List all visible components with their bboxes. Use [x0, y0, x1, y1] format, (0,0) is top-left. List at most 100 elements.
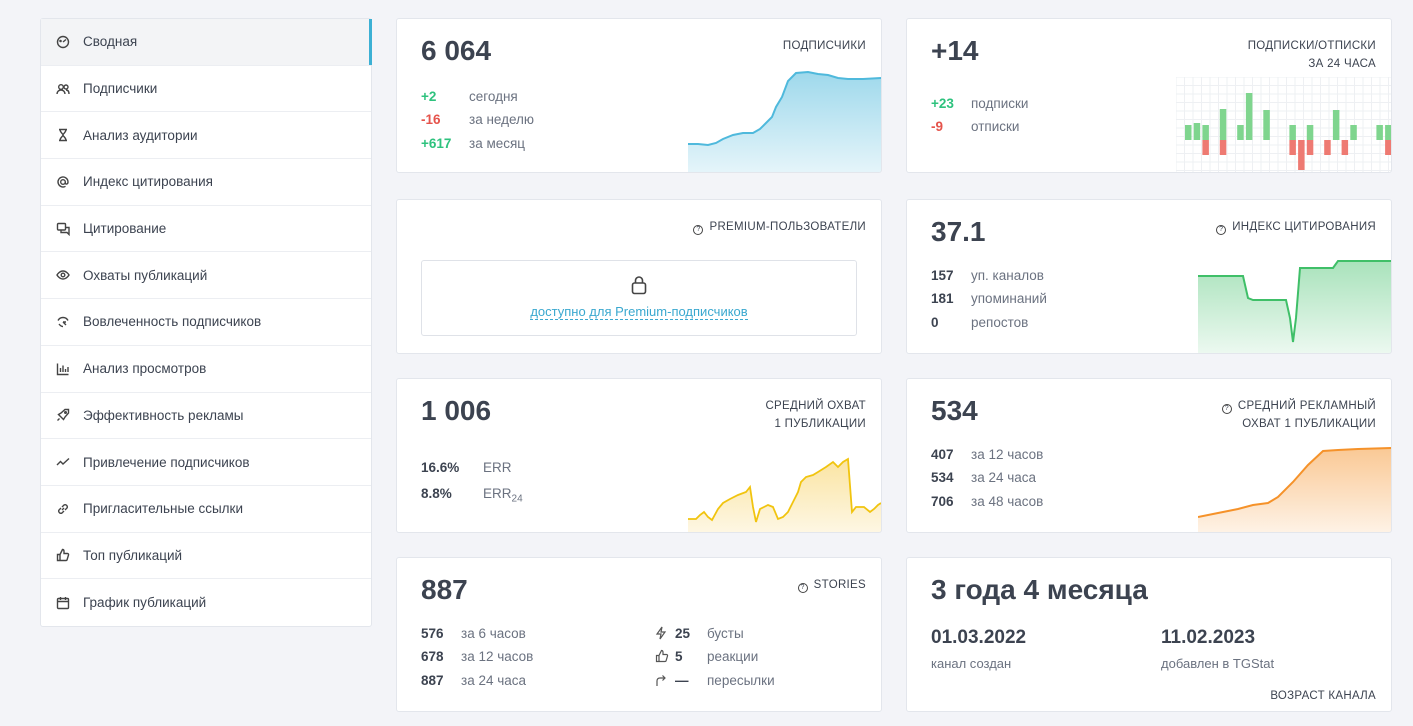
caption-line-2: ЗА 24 ЧАСА	[1308, 58, 1376, 70]
sidebar-item-label: Охваты публикаций	[83, 267, 208, 283]
sidebar-item-label: График публикаций	[83, 595, 207, 611]
subscribe-bar	[1202, 125, 1209, 140]
sidebar-item-invite-links[interactable]: Пригласительные ссылки	[41, 486, 371, 533]
ad-reach-card[interactable]: 534 ? СРЕДНИЙ РЕКЛАМНЫЙ ОХВАТ 1 ПУБЛИКАЦИИ…	[906, 378, 1392, 533]
caption-line-1: ПОДПИСКИ/ОТПИСКИ	[1247, 40, 1376, 52]
subscribers-card[interactable]: 6 064 ПОДПИСЧИКИ +2 сегодня -16 за неделю …	[396, 18, 882, 173]
help-icon: ?	[1221, 404, 1232, 414]
eye-icon	[56, 268, 70, 282]
created-label: канал создан	[931, 656, 1012, 671]
sidebar-item-ads[interactable]: Эффективность рекламы	[41, 393, 371, 440]
net-subs-value: +14	[931, 35, 979, 66]
stories-12h-label: за 12 часов	[461, 649, 534, 664]
unsubscribe-bar	[1202, 140, 1209, 155]
subscribe-bar	[1237, 125, 1244, 140]
citation-caption: ? ИНДЕКС ЦИТИРОВАНИЯ	[1216, 218, 1376, 236]
sidebar: Сводная Подписчики Анализ аудитории Инде…	[40, 18, 372, 627]
reactions-label: реакции	[707, 649, 759, 664]
unsubscribe-bar	[1219, 140, 1227, 155]
err24-label: ERR24	[483, 486, 523, 505]
thumbs-up-icon	[655, 649, 675, 666]
premium-caption-text: PREMIUM-ПОЛЬЗОВАТЕЛИ	[709, 221, 866, 233]
created-date: 01.03.2022	[931, 627, 1027, 648]
today-delta: +2	[421, 89, 437, 104]
unsubscribe-bar	[1324, 140, 1331, 155]
sidebar-item-top-posts[interactable]: Топ публикаций	[41, 533, 371, 580]
boosts-label: бусты	[707, 626, 744, 641]
subs-count: +23	[931, 96, 954, 111]
premium-link[interactable]: доступно для Premium-подписчиков	[530, 304, 748, 320]
subscribe-bar	[1193, 123, 1201, 140]
boosts-count: 25	[675, 626, 691, 641]
subs-unsubs-card[interactable]: +14 ПОДПИСКИ/ОТПИСКИ ЗА 24 ЧАСА +23 подпис…	[906, 18, 1392, 173]
subscribe-bar	[1306, 125, 1314, 140]
users-icon	[56, 82, 70, 96]
caption-line-2: 1 ПУБЛИКАЦИИ	[774, 418, 866, 430]
mentions-label: упоминаний	[971, 291, 1047, 306]
subscribe-bar	[1332, 110, 1340, 140]
subscribe-bar	[1350, 125, 1357, 140]
reposts-label: репостов	[971, 315, 1029, 330]
reach-caption: СРЕДНИЙ ОХВАТ 1 ПУБЛИКАЦИИ	[765, 397, 866, 433]
unsubscribe-bar	[1341, 140, 1349, 155]
channel-age-caption: ВОЗРАСТ КАНАЛА	[1270, 690, 1376, 702]
sidebar-item-citation[interactable]: Цитирование	[41, 206, 371, 253]
today-label: сегодня	[469, 89, 518, 104]
month-label: за месяц	[469, 136, 526, 151]
added-label: добавлен в TGStat	[1161, 656, 1275, 671]
subscribers-caption: ПОДПИСЧИКИ	[782, 40, 866, 52]
subs-label: подписки	[971, 96, 1029, 111]
thumbs-up-icon	[56, 548, 70, 562]
subscribers-count: 6 064	[421, 35, 492, 66]
sidebar-item-engagement[interactable]: Вовлеченность подписчиков	[41, 299, 371, 346]
stories-value: 887	[421, 574, 468, 605]
err24-value: 8.8%	[421, 486, 452, 501]
unsubscribe-bar	[1289, 140, 1296, 155]
sidebar-item-views[interactable]: Анализ просмотров	[41, 346, 371, 393]
reach-48h-value: 706	[931, 494, 954, 509]
mention-channels-count: 157	[931, 268, 954, 283]
sidebar-item-label: Сводная	[83, 34, 138, 50]
sidebar-item-label: Эффективность рекламы	[83, 407, 244, 423]
sidebar-item-summary[interactable]: Сводная	[41, 19, 372, 66]
subscribe-bar	[1185, 125, 1192, 140]
help-icon: ?	[693, 225, 704, 235]
sidebar-item-citation-index[interactable]: Индекс цитирования	[41, 159, 371, 206]
citation-card[interactable]: 37.1 ? ИНДЕКС ЦИТИРОВАНИЯ 157 уп. каналов …	[906, 199, 1392, 354]
subscribe-bar	[1289, 125, 1296, 140]
sidebar-item-label: Пригласительные ссылки	[83, 501, 244, 517]
forward-icon	[655, 673, 675, 690]
subscribe-bar	[1219, 109, 1227, 140]
premium-card[interactable]: ? PREMIUM-ПОЛЬЗОВАТЕЛИ доступно для Premi…	[396, 199, 882, 354]
reach-12h-label: за 12 часов	[971, 447, 1044, 462]
sidebar-item-audience[interactable]: Анализ аудитории	[41, 112, 371, 160]
link-icon	[56, 502, 70, 516]
mentions-count: 181	[931, 291, 954, 306]
added-date: 11.02.2023	[1161, 627, 1256, 648]
caption-line-2: ОХВАТ 1 ПУБЛИКАЦИИ	[1242, 418, 1376, 430]
lock-icon	[422, 275, 856, 300]
sidebar-item-label: Привлечение подписчиков	[83, 454, 250, 470]
sidebar-item-schedule[interactable]: График публикаций	[41, 579, 371, 626]
stories-12h-value: 678	[421, 649, 444, 664]
unsubs-label: отписки	[971, 119, 1020, 134]
sidebar-item-subscribers[interactable]: Подписчики	[41, 66, 371, 113]
ad-reach-sparkline	[1198, 447, 1391, 532]
stories-card[interactable]: 887 ? STORIES 576 за 6 часов 678 за 12 часо…	[396, 557, 882, 712]
help-icon: ?	[797, 583, 808, 593]
subs-unsubs-bar-chart	[1176, 77, 1391, 172]
trend-icon	[56, 455, 70, 469]
calendar-icon	[56, 596, 70, 610]
sidebar-item-acquisition[interactable]: Привлечение подписчиков	[41, 439, 371, 486]
caption-line-1: СРЕДНИЙ ОХВАТ	[765, 400, 866, 412]
stories-caption-text: STORIES	[813, 579, 866, 591]
stories-6h-label: за 6 часов	[461, 626, 526, 641]
reach-card[interactable]: 1 006 СРЕДНИЙ ОХВАТ 1 ПУБЛИКАЦИИ 16.6% ERR…	[396, 378, 882, 533]
premium-lock-box: доступно для Premium-подписчиков	[421, 260, 857, 336]
channel-age-card[interactable]: 3 года 4 месяца 01.03.2022 канал создан …	[906, 557, 1392, 712]
stories-6h-value: 576	[421, 626, 444, 641]
ad-reach-caption: ? СРЕДНИЙ РЕКЛАМНЫЙ ОХВАТ 1 ПУБЛИКАЦИИ	[1221, 397, 1376, 433]
sidebar-item-reach[interactable]: Охваты публикаций	[41, 252, 371, 300]
premium-caption: ? PREMIUM-ПОЛЬЗОВАТЕЛИ	[693, 218, 866, 236]
reposts-count: 0	[931, 315, 939, 330]
